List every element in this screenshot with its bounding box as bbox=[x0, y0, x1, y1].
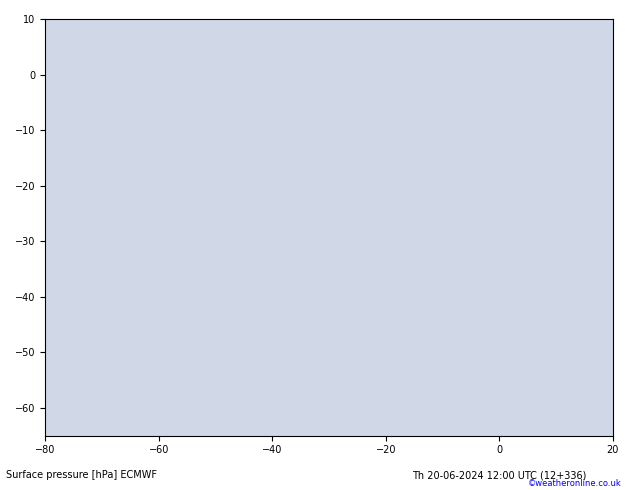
Text: ©weatheronline.co.uk: ©weatheronline.co.uk bbox=[527, 479, 621, 488]
Text: Th 20-06-2024 12:00 UTC (12+336): Th 20-06-2024 12:00 UTC (12+336) bbox=[412, 470, 586, 480]
Text: Surface pressure [hPa] ECMWF: Surface pressure [hPa] ECMWF bbox=[6, 470, 157, 480]
